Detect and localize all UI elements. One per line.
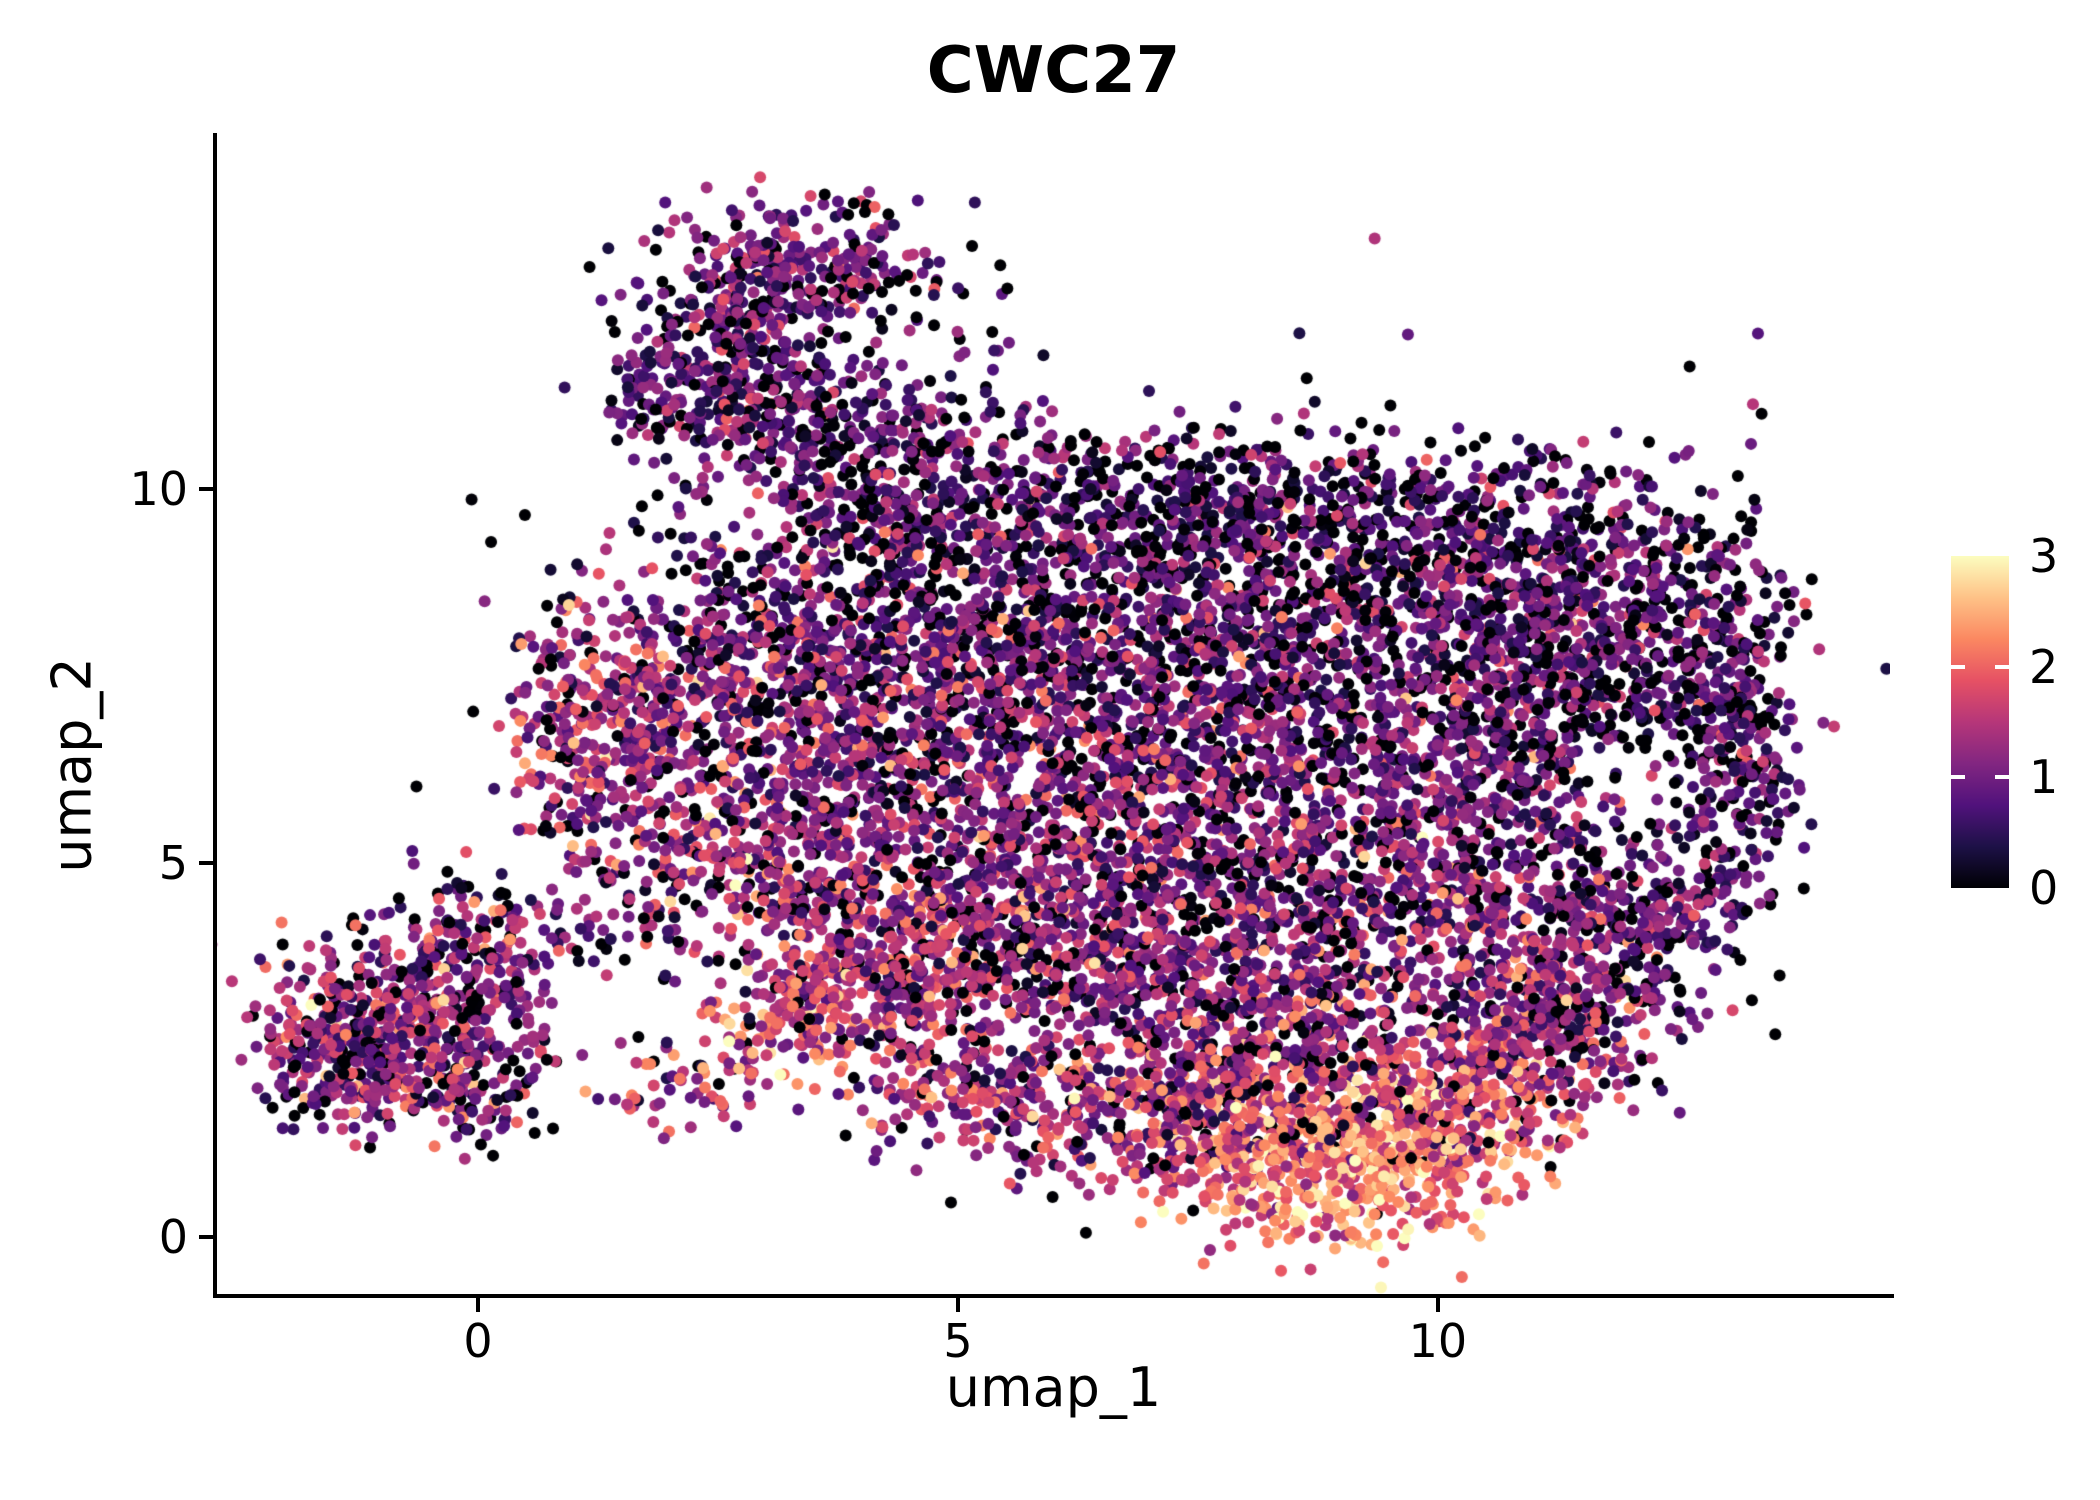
colorbar-notch [1951,775,1965,780]
colorbar-tick-label: 3 [2029,529,2059,583]
colorbar-notch [1951,664,1965,669]
x-tick-mark [1435,1298,1440,1312]
x-tick-mark [476,1298,481,1312]
colorbar-tick-label: 2 [2029,639,2059,694]
colorbar-notch [1995,775,2009,780]
y-tick-label: 10 [129,462,188,517]
x-tick-label: 10 [1408,1314,1468,1368]
x-tick-mark [955,1298,960,1312]
y-axis-title: umap_2 [40,657,104,873]
y-tick-label: 0 [158,1210,188,1265]
x-axis-line [213,1294,1894,1298]
colorbar-notch [1995,664,2009,669]
y-axis-line [213,133,217,1298]
scatter-points-canvas [217,133,1890,1294]
y-tick-mark [199,1235,213,1240]
colorbar-tick-label: 1 [2029,750,2059,805]
x-tick-label: 5 [943,1314,973,1368]
colorbar-gradient [1951,556,2009,888]
plot-title: CWC27 [926,34,1181,108]
x-axis-title: umap_1 [945,1356,1162,1419]
y-tick-mark [199,487,213,492]
colorbar-tick-label: 0 [2029,861,2059,915]
x-tick-label: 0 [463,1314,493,1368]
y-tick-mark [199,861,213,866]
y-tick-label: 5 [158,836,188,891]
